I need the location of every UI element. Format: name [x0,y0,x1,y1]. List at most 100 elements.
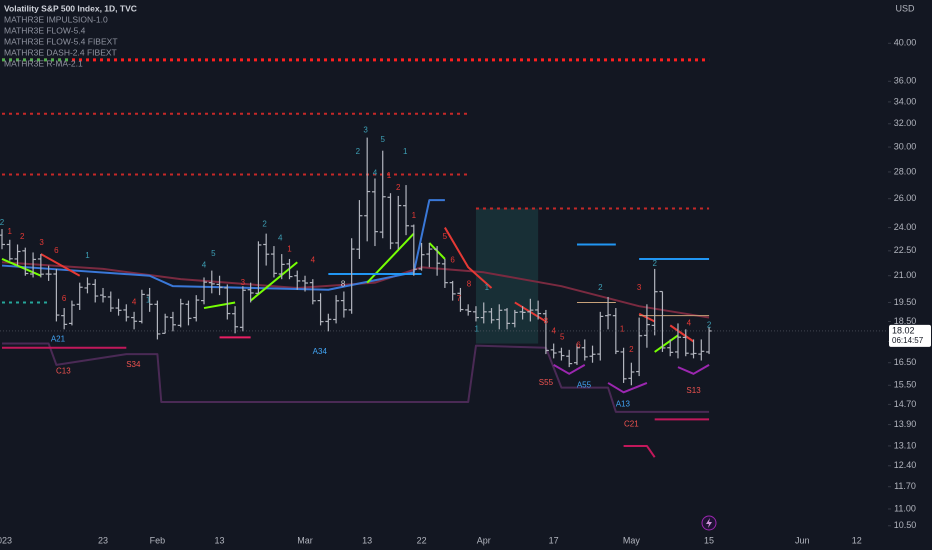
indicator-line [203,301,236,310]
indicator-label: MATHR3E DASH-2.4 FIBEXT [4,47,117,57]
annotation: 2 [652,259,657,268]
annotation: 4 [551,326,556,335]
x-tick-label: 13 [362,535,372,545]
annotation: 2 [262,220,267,229]
annotation: C21 [624,420,639,429]
indicator-line [623,444,656,458]
countdown: 06:14:57 [892,336,924,345]
x-tick-label: 13 [215,535,225,545]
y-tick-label: 10.50 [894,520,917,530]
chart-title: Volatility S&P 500 Index, 1D, TVC [4,3,137,13]
annotation: 2 [707,320,712,329]
annotation: 1 [403,147,408,156]
x-tick-label: 15 [704,535,714,545]
annotation: 4 [311,256,316,265]
annotation: 3 [241,278,246,287]
annotation: 1 [146,296,151,305]
indicator-label: MATHR3E FLOW-5.4 FIBEXT [4,36,118,46]
annotation: 6 [54,246,59,255]
annotation: S34 [126,360,141,369]
annotation: 1 [85,251,90,260]
indicator-line [654,334,679,353]
x-tick-label: Jun [795,535,810,545]
annotation: 3 [544,317,549,326]
y-tick-label: 18.50 [894,316,917,326]
annotation: 5 [211,249,216,258]
y-tick-label: 19.50 [894,297,917,307]
price-label: 18.02 [892,325,915,335]
annotation: 6 [62,294,67,303]
annotation: 8 [341,280,346,289]
y-tick-label: 12.40 [894,460,917,470]
y-tick-label: 30.00 [894,141,917,151]
indicator-line [553,364,586,375]
annotation: 2 [0,218,5,227]
y-tick-label: 32.00 [894,118,917,128]
annotation: 3 [637,283,642,292]
annotation: 3 [39,238,44,247]
annotation: 4 [373,168,378,177]
currency-label: USD [895,3,915,13]
annotation: 2 [629,345,634,354]
x-tick-label: May [623,535,641,545]
y-tick-label: 40.00 [894,38,917,48]
indicator-label: MATHR3E FLOW-5.4 [4,25,86,35]
annotation: 1 [412,211,417,220]
annotation: 3 [363,126,368,135]
annotation: A34 [313,347,328,356]
annotation: 6 [576,341,581,350]
y-tick-label: 28.00 [894,166,917,176]
annotation: 7 [457,294,462,303]
price-label-box [889,324,931,347]
indicator-label: MATHR3E IMPULSION-1.0 [4,14,108,24]
y-tick-label: 11.70 [894,481,916,491]
annotation: 8 [467,280,472,289]
annotation: 5 [443,232,448,241]
annotation: 1 [387,171,392,180]
x-tick-label: Mar [297,535,313,545]
annotation: 4 [278,233,283,242]
annotation: 5 [381,135,386,144]
y-tick-label: 22.50 [894,245,917,255]
annotation: 1 [287,244,292,253]
annotation: 4 [202,261,207,270]
annotation: 2 [356,147,361,156]
y-tick-label: 36.00 [894,76,917,86]
annotation: 1 [8,227,13,236]
annotation: C13 [56,367,71,376]
indicator-line [1,199,445,291]
indicator-label: MATHR3E R-MA-2.1 [4,58,83,68]
x-tick-label: 23 [98,535,108,545]
indicator-line [607,382,648,394]
annotation: A21 [51,335,66,344]
annotation: 1 [475,324,480,333]
annotation: 2 [396,183,401,192]
x-tick-label: Apr [477,535,491,545]
indicator-line [444,227,493,289]
annotation: 6 [450,256,455,265]
annotation: 2 [598,283,603,292]
x-tick-label: Feb [150,535,166,545]
annotation: 2 [20,232,25,241]
y-tick-label: 26.00 [894,193,917,203]
alert-bolt [706,518,712,528]
y-tick-label: 13.90 [894,419,917,429]
annotation: 4 [687,319,692,328]
y-tick-label: 21.00 [894,270,917,280]
annotation: 1 [485,283,490,292]
annotation: A55 [577,380,592,389]
y-tick-label: 24.00 [894,222,917,232]
y-tick-label: 15.50 [894,380,917,390]
x-tick-label: 22 [417,535,427,545]
annotation: S13 [686,386,701,395]
annotation: S55 [539,378,554,387]
annotation: 1 [620,324,625,333]
indicator-line [2,342,710,413]
x-tick-label: 12 [852,535,862,545]
y-tick-label: 14.70 [894,399,917,409]
indicator-line [677,364,710,375]
y-tick-label: 11.00 [894,503,916,513]
